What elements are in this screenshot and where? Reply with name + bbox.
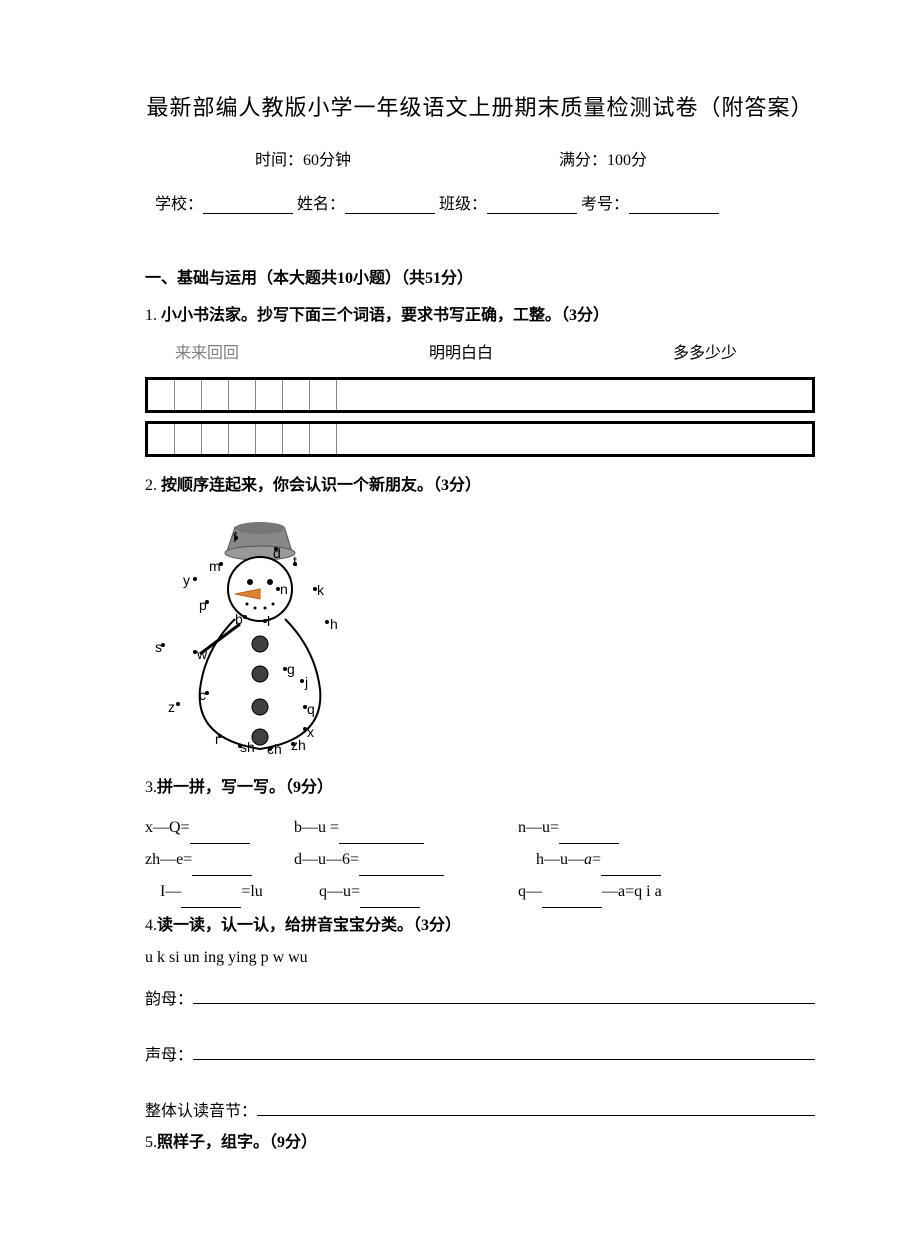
- student-info-row: 学校： 姓名： 班级： 考号：: [145, 190, 815, 214]
- writing-grid-2: [145, 421, 815, 457]
- dot-s: s: [155, 639, 162, 655]
- dot-j: j: [305, 674, 308, 690]
- document-title: 最新部编人教版小学一年级语文上册期末质量检测试卷（附答案）: [145, 90, 815, 122]
- dot-n: n: [280, 581, 288, 597]
- dot-y: y: [183, 572, 190, 588]
- q1-word2: 明明白白: [429, 339, 669, 363]
- label-class: 班级：: [439, 196, 487, 213]
- q1-num: 1.: [145, 307, 157, 324]
- label-school: 学校：: [155, 196, 203, 213]
- dot-z: z: [168, 699, 175, 715]
- snowman-diagram: f d m t y n k p b l h s w g j c z q x r …: [145, 509, 375, 769]
- section-1-heading: 一、基础与运用（本大题共10小题）（共51分）: [145, 264, 815, 288]
- writing-grid-1: [145, 377, 815, 413]
- dot-l: l: [267, 613, 270, 629]
- score-label: 满分：100分: [559, 152, 647, 169]
- question-4: 4.读一读，认一认，给拼音宝宝分类。（3分）: [145, 912, 815, 939]
- q1-word3: 多多少少: [673, 339, 737, 363]
- q4-zhengti: 整体认读音节：: [145, 1097, 815, 1121]
- question-3: 3.拼一拼，写一写。（9分）: [145, 774, 815, 801]
- q2-title: 按顺序连起来，你会认识一个新朋友。（3分）: [161, 477, 481, 494]
- dot-h: h: [330, 616, 338, 632]
- dot-q: q: [307, 701, 315, 717]
- label-id: 考号：: [581, 196, 629, 213]
- q1-title: 小小书法家。抄写下面三个词语，要求书写正确，工整。（3分）: [161, 307, 609, 324]
- q1-words: 来来回回 明明白白 多多少少: [145, 339, 815, 363]
- dot-c: c: [199, 687, 206, 703]
- dot-g: g: [287, 661, 295, 677]
- question-5: 5.照样子，组字。（9分）: [145, 1129, 815, 1156]
- q3-title: 拼一拼，写一写。（9分）: [157, 779, 333, 796]
- q3-num: 3.: [145, 779, 157, 796]
- dot-ch: ch: [267, 741, 282, 757]
- time-score-row: 时间：60分钟 满分：100分: [145, 146, 815, 170]
- dot-t: t: [293, 553, 297, 569]
- dot-sh: sh: [240, 739, 255, 755]
- question-1: 1. 小小书法家。抄写下面三个词语，要求书写正确，工整。（3分）: [145, 302, 815, 329]
- question-2: 2. 按顺序连起来，你会认识一个新朋友。（3分）: [145, 472, 815, 499]
- q4-yunmu: 韵母：: [145, 985, 815, 1009]
- dot-zh: zh: [291, 737, 306, 753]
- dot-m: m: [209, 558, 221, 574]
- q2-num: 2.: [145, 477, 157, 494]
- q3-row2: zh—e= d—u—6= h—u—a=: [145, 844, 815, 876]
- dot-r: r: [215, 731, 220, 747]
- label-name: 姓名：: [297, 196, 345, 213]
- dot-b: b: [235, 611, 243, 627]
- q4-items: u k si un ing ying p w wu: [145, 949, 815, 967]
- q4-num: 4.: [145, 917, 157, 934]
- q5-num: 5.: [145, 1134, 157, 1151]
- q1-word1: 来来回回: [175, 339, 425, 363]
- dot-p: p: [199, 597, 207, 613]
- q4-shengmu: 声母：: [145, 1041, 815, 1065]
- dot-w: w: [197, 646, 207, 662]
- q5-title: 照样子，组字。（9分）: [157, 1134, 317, 1151]
- dot-k: k: [317, 582, 324, 598]
- dot-f: f: [233, 529, 237, 545]
- dot-d: d: [273, 545, 281, 561]
- q3-row1: x—Q= b—u = n—u=: [145, 812, 815, 844]
- dot-x: x: [307, 724, 314, 740]
- q4-title: 读一读，认一认，给拼音宝宝分类。（3分）: [157, 917, 461, 934]
- q3-row3: I—=lu q—u= q——a=q i a: [145, 876, 815, 908]
- time-label: 时间：60分钟: [255, 152, 351, 169]
